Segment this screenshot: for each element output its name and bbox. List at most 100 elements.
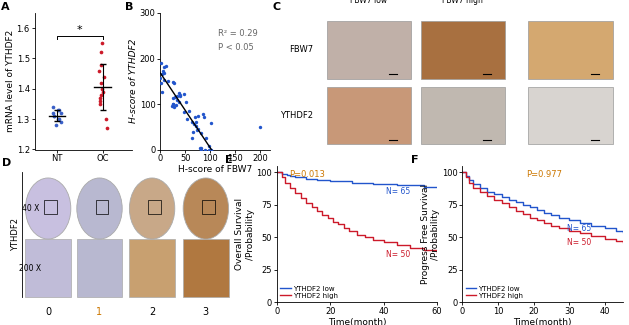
Point: [169, 102, 179, 107]
Text: A: A: [1, 2, 9, 12]
Point: [198, 111, 208, 116]
Point: [54, 108, 64, 113]
Text: B: B: [125, 2, 133, 12]
Point: [174, 99, 184, 105]
Point: [181, 99, 191, 104]
Point: [97, 86, 107, 91]
Point: [169, 104, 179, 110]
Text: D: D: [1, 158, 11, 168]
Point: [193, 114, 203, 119]
Point: [96, 80, 106, 85]
X-axis label: Time(month): Time(month): [328, 318, 386, 325]
Point: [156, 60, 166, 66]
Text: F: F: [411, 155, 418, 165]
Text: FBW7 high: FBW7 high: [442, 0, 483, 5]
Point: [172, 97, 182, 102]
Text: *: *: [77, 25, 83, 35]
X-axis label: Time(month): Time(month): [513, 318, 572, 325]
Bar: [25, 239, 71, 297]
Bar: [130, 239, 175, 297]
Point: [167, 104, 177, 109]
Point: [191, 123, 201, 128]
Bar: [77, 239, 122, 297]
Text: E: E: [225, 155, 233, 165]
Point: [172, 93, 182, 98]
Ellipse shape: [77, 178, 122, 239]
Bar: [202, 200, 214, 214]
Point: [196, 147, 206, 152]
Point: [171, 102, 181, 107]
Text: 200 X: 200 X: [19, 264, 42, 273]
Text: 40 X: 40 X: [21, 204, 39, 213]
Point: [48, 104, 58, 110]
Point: [175, 93, 185, 98]
Point: [255, 124, 265, 129]
Point: [169, 96, 179, 101]
Text: P < 0.05: P < 0.05: [218, 43, 253, 52]
Point: [53, 117, 63, 122]
Bar: [528, 87, 613, 144]
Legend: YTHDF2 low, YTHDF2 high: YTHDF2 low, YTHDF2 high: [281, 286, 338, 299]
Point: [206, 147, 216, 152]
Point: [156, 81, 166, 86]
Point: [95, 95, 105, 100]
Point: [159, 65, 169, 70]
Point: [187, 119, 198, 124]
Legend: YTHDF2 low, YTHDF2 high: YTHDF2 low, YTHDF2 high: [466, 286, 523, 299]
Point: [179, 110, 189, 115]
Point: [163, 78, 173, 84]
Y-axis label: mRNA level of YTHDF2: mRNA level of YTHDF2: [6, 30, 15, 132]
Point: [57, 120, 67, 125]
Point: [170, 95, 180, 100]
Point: [94, 68, 104, 73]
Bar: [326, 21, 411, 79]
Point: [206, 147, 216, 152]
Point: [184, 108, 194, 113]
Point: [159, 69, 169, 74]
Ellipse shape: [183, 178, 228, 239]
Point: [159, 71, 169, 76]
X-axis label: H-score of FBW7: H-score of FBW7: [178, 165, 253, 174]
Bar: [148, 200, 161, 214]
Point: [49, 113, 59, 119]
Ellipse shape: [130, 178, 175, 239]
Point: [206, 121, 216, 126]
Point: [54, 117, 64, 122]
Point: [179, 92, 189, 97]
Text: N= 65: N= 65: [567, 224, 591, 233]
Bar: [421, 21, 505, 79]
Text: YTHDF2: YTHDF2: [11, 218, 20, 251]
Y-axis label: Overall Survival
/Probability: Overall Survival /Probability: [235, 198, 255, 270]
Ellipse shape: [25, 178, 71, 239]
Point: [157, 72, 167, 77]
Point: [196, 146, 206, 151]
Point: [95, 101, 105, 107]
Text: C: C: [273, 2, 281, 12]
Bar: [183, 239, 228, 297]
Point: [204, 144, 214, 149]
Point: [187, 135, 197, 140]
Point: [159, 77, 169, 83]
Point: [205, 147, 215, 152]
Point: [96, 92, 106, 98]
Point: [102, 126, 112, 131]
Point: [155, 75, 165, 81]
Bar: [44, 200, 57, 214]
Point: [192, 127, 202, 132]
Point: [174, 91, 184, 96]
Text: FBW7 low: FBW7 low: [350, 0, 387, 5]
Point: [95, 98, 105, 104]
Point: [191, 119, 201, 124]
Point: [99, 74, 109, 79]
Point: [101, 117, 111, 122]
Point: [53, 108, 64, 113]
Point: [201, 147, 211, 152]
Bar: [421, 87, 505, 144]
Text: 0: 0: [45, 307, 51, 318]
Text: 2: 2: [149, 307, 155, 318]
Text: 1: 1: [96, 307, 103, 318]
Point: [51, 123, 61, 128]
Point: [192, 126, 203, 131]
Bar: [326, 87, 411, 144]
Text: FBW7: FBW7: [289, 46, 313, 54]
